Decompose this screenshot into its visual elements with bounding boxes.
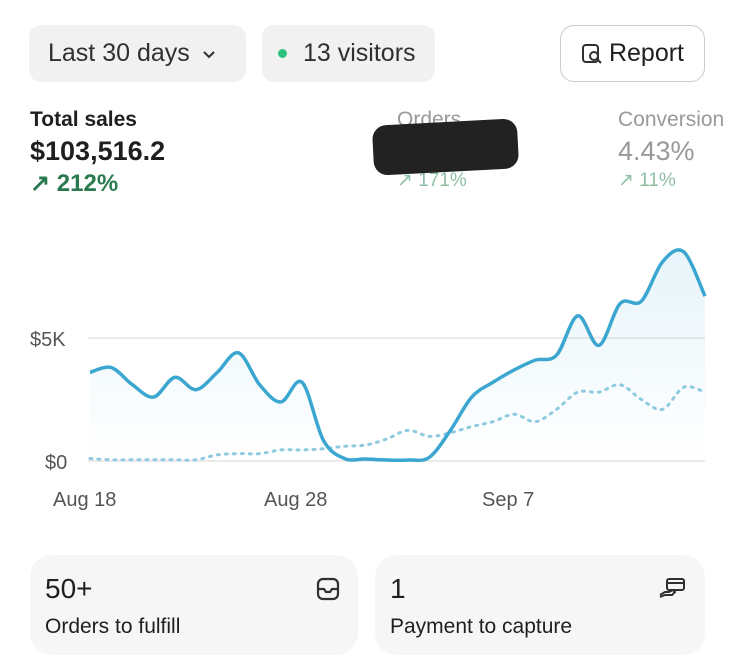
card-orders-to-fulfill[interactable]: 50+ Orders to fulfill — [30, 555, 358, 655]
card-label: Orders to fulfill — [45, 615, 181, 638]
area-fill — [90, 249, 705, 461]
metric-total-sales[interactable]: Total sales $103,516.2 ↗ 212% — [30, 108, 165, 198]
arrow-up-right-icon: ↗ — [30, 170, 51, 197]
x-tick-label: Aug 18 — [53, 489, 116, 511]
visitors-button[interactable]: 13 visitors — [262, 25, 435, 82]
sales-chart: $5K $0 Aug 18 Aug 28 Sep 7 — [30, 248, 707, 511]
visitors-label: 13 visitors — [303, 39, 416, 67]
date-range-button[interactable]: Last 30 days — [29, 25, 246, 82]
arrow-up-right-icon: ↗ — [397, 170, 413, 191]
report-icon — [581, 43, 602, 64]
metric-orders[interactable]: Orders ↗ 171% — [371, 108, 520, 192]
metric-change: 11% — [639, 170, 676, 191]
card-value: 1 — [390, 573, 406, 604]
metric-change: 171% — [418, 170, 467, 191]
y-tick-label: $0 — [45, 452, 67, 474]
arrow-up-right-icon: ↗ — [618, 170, 634, 191]
report-button[interactable]: Report — [560, 25, 705, 82]
hand-card-icon — [659, 578, 685, 598]
report-label: Report — [608, 39, 685, 67]
y-tick-label: $5K — [30, 329, 66, 351]
x-tick-label: Aug 28 — [264, 489, 327, 511]
chevron-down-icon — [203, 50, 215, 58]
metric-value: $103,516.2 — [30, 136, 166, 166]
metric-label: Total sales — [30, 108, 137, 131]
series-line-current — [89, 248, 707, 463]
card-label: Payment to capture — [390, 615, 573, 638]
x-tick-label: Sep 7 — [482, 489, 534, 511]
metric-value: 4.43% — [618, 136, 695, 166]
inbox-icon — [316, 577, 340, 601]
series-line-previous — [88, 383, 707, 462]
metric-conversion[interactable]: Conversion 4.43% ↗ 11% — [618, 108, 724, 192]
metric-change: 212% — [56, 170, 119, 197]
live-dot-icon — [278, 49, 287, 58]
card-payment-to-capture[interactable]: 1 Payment to capture — [375, 555, 705, 655]
card-value: 50+ — [45, 573, 93, 604]
date-range-label: Last 30 days — [48, 39, 190, 67]
metric-label: Conversion — [618, 108, 725, 131]
